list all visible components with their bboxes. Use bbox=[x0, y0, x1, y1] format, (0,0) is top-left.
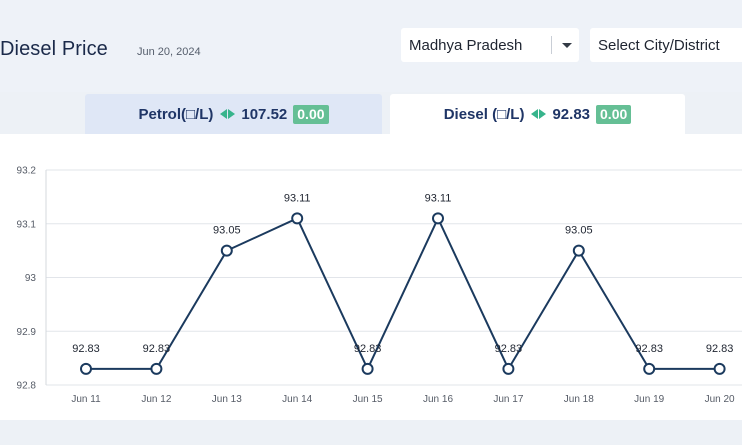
data-point[interactable] bbox=[713, 362, 726, 375]
x-tick-label: Jun 19 bbox=[634, 394, 664, 405]
header-bar: Diesel Price Jun 20, 2024 Madhya Pradesh… bbox=[0, 0, 742, 92]
series-line bbox=[86, 216, 720, 372]
x-tick-label: Jun 14 bbox=[282, 394, 312, 405]
state-select[interactable]: Madhya Pradesh bbox=[401, 28, 579, 62]
x-tick-label: Jun 16 bbox=[423, 394, 453, 405]
x-tick-label: Jun 11 bbox=[71, 394, 101, 405]
data-label: 93.05 bbox=[213, 225, 241, 237]
data-point[interactable] bbox=[643, 362, 656, 375]
x-tick-label: Jun 18 bbox=[564, 394, 594, 405]
data-label: 93.11 bbox=[284, 192, 311, 204]
tab-petrol-change-badge: 0.00 bbox=[293, 104, 329, 124]
x-tick-label: Jun 20 bbox=[705, 394, 735, 405]
data-point[interactable] bbox=[220, 244, 233, 257]
price-line-chart: 93.2 93.1 93 92.9 92.8 Jun 11 Jun 12 Jun 13 Jun … bbox=[17, 166, 742, 405]
x-tick-label: Jun 15 bbox=[353, 394, 383, 405]
x-tick-label: Jun 12 bbox=[141, 394, 171, 405]
tab-petrol-label: Petrol(□/L) bbox=[138, 105, 214, 123]
tab-petrol-price: 107.52 bbox=[241, 105, 288, 123]
tab-diesel-change-badge: 0.00 bbox=[596, 104, 632, 124]
data-label: 92.83 bbox=[635, 343, 663, 355]
page-title: Diesel Price bbox=[0, 38, 108, 60]
data-label: 92.83 bbox=[706, 343, 734, 355]
data-point[interactable] bbox=[572, 244, 585, 257]
y-tick-label: 93 bbox=[25, 273, 37, 284]
data-point[interactable] bbox=[80, 362, 92, 375]
state-select-value: Madhya Pradesh bbox=[409, 37, 523, 54]
data-point[interactable] bbox=[432, 212, 444, 225]
data-label: 92.83 bbox=[495, 343, 523, 355]
tab-diesel-price: 92.83 bbox=[552, 105, 591, 123]
data-label: 93.05 bbox=[565, 225, 593, 237]
tab-diesel[interactable]: Diesel (□/L) 92.83 0.00 bbox=[390, 94, 685, 134]
page-date: Jun 20, 2024 bbox=[137, 46, 201, 58]
x-tick-label: Jun 17 bbox=[493, 394, 523, 405]
data-label: 92.83 bbox=[354, 343, 382, 355]
tab-petrol[interactable]: Petrol(□/L) 107.52 0.00 bbox=[85, 94, 382, 134]
price-chart-panel: 93.2 93.1 93 92.9 92.8 Jun 11 Jun 12 Jun 13 Jun … bbox=[0, 134, 742, 420]
data-point[interactable] bbox=[291, 212, 304, 225]
y-tick-label: 92.9 bbox=[17, 327, 37, 338]
y-tick-label: 93.2 bbox=[17, 166, 37, 177]
price-change-arrows-icon bbox=[220, 109, 236, 119]
footer-band bbox=[0, 420, 742, 445]
city-select[interactable]: Select City/District bbox=[590, 28, 742, 62]
data-point[interactable] bbox=[150, 362, 163, 375]
y-tick-label: 93.1 bbox=[17, 219, 37, 230]
data-point[interactable] bbox=[361, 362, 374, 375]
x-tick-label: Jun 13 bbox=[212, 394, 242, 405]
data-label: 92.83 bbox=[143, 343, 171, 355]
price-change-arrows-icon bbox=[531, 109, 547, 119]
data-point[interactable] bbox=[502, 362, 515, 375]
city-select-placeholder: Select City/District bbox=[598, 37, 720, 54]
tab-diesel-label: Diesel (□/L) bbox=[443, 105, 525, 123]
select-divider bbox=[551, 36, 552, 54]
data-label: 93.11 bbox=[425, 192, 452, 204]
data-label: 92.83 bbox=[72, 343, 100, 355]
chevron-down-icon[interactable] bbox=[562, 43, 572, 48]
y-tick-label: 92.8 bbox=[17, 381, 37, 392]
